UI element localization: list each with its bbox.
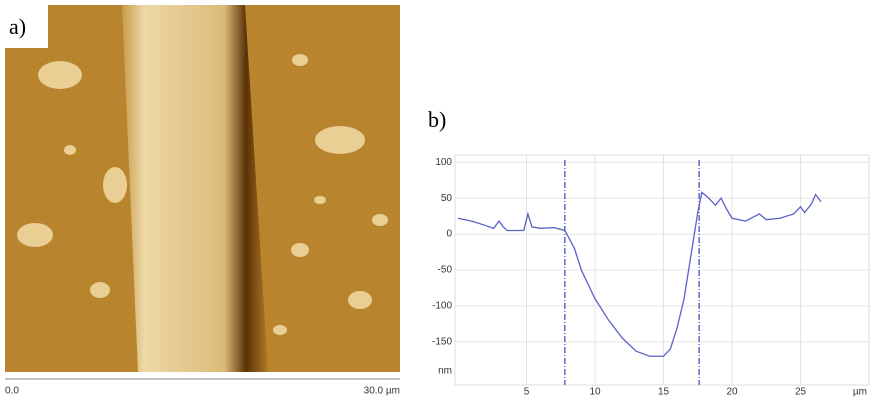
x-tick-label: 25 xyxy=(795,387,807,398)
y-tick-label: 100 xyxy=(435,157,452,168)
profile-line xyxy=(457,191,822,357)
y-tick-label: 50 xyxy=(441,193,453,204)
particles xyxy=(17,54,388,335)
panel-label: b) xyxy=(428,107,446,132)
label-box xyxy=(5,5,48,48)
panel-label: a) xyxy=(9,14,26,39)
x-tick-label: 10 xyxy=(589,387,601,398)
x-tick-label: 15 xyxy=(658,387,670,398)
x-axis-label: µm xyxy=(853,387,867,398)
afm-image: a) 0.0 30.0 µm xyxy=(5,5,400,397)
y-axis-label: nm xyxy=(438,366,452,377)
x-tick-label: 5 xyxy=(524,387,530,398)
scratch xyxy=(122,5,268,372)
y-tick-label: -50 xyxy=(438,265,453,276)
y-tick-label: 0 xyxy=(446,229,452,240)
y-tick-label: -100 xyxy=(432,301,452,312)
scale-end: 30.0 µm xyxy=(364,386,400,397)
scale-start: 0.0 xyxy=(5,386,19,397)
y-tick-label: -150 xyxy=(432,337,452,348)
x-tick-label: 20 xyxy=(726,387,738,398)
